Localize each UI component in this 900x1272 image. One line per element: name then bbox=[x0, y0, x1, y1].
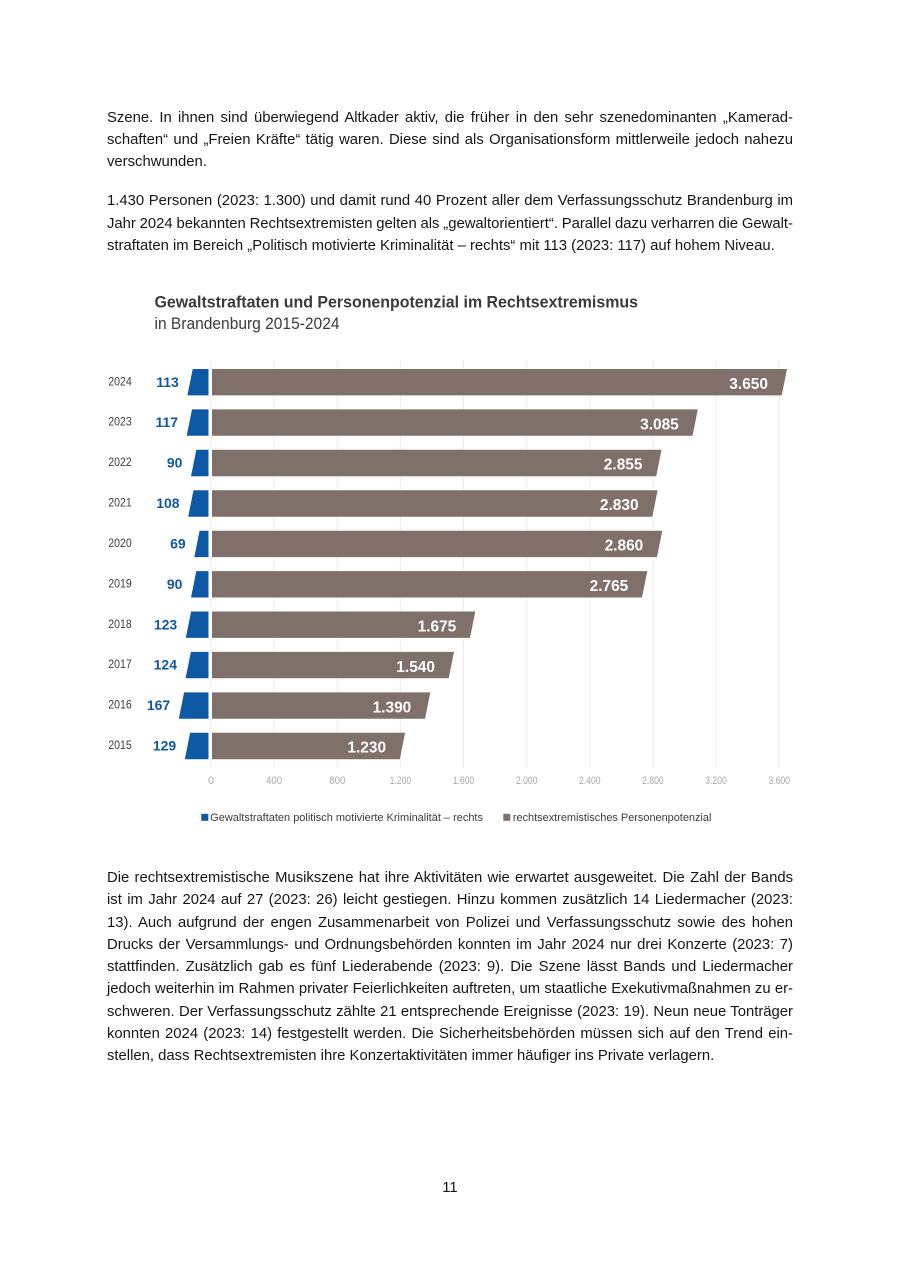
svg-text:2.765: 2.765 bbox=[590, 578, 629, 595]
svg-text:1.600: 1.600 bbox=[453, 775, 475, 787]
svg-text:1.200: 1.200 bbox=[390, 775, 412, 787]
svg-text:1.675: 1.675 bbox=[418, 618, 457, 635]
svg-text:117: 117 bbox=[156, 414, 179, 430]
svg-text:2.860: 2.860 bbox=[605, 538, 644, 555]
svg-text:1.540: 1.540 bbox=[396, 659, 435, 676]
svg-text:2021: 2021 bbox=[108, 496, 132, 510]
svg-text:1.390: 1.390 bbox=[373, 699, 412, 716]
svg-text:2017: 2017 bbox=[108, 657, 132, 671]
svg-text:113: 113 bbox=[156, 374, 179, 390]
svg-text:2020: 2020 bbox=[108, 536, 132, 550]
svg-text:0: 0 bbox=[208, 775, 214, 787]
svg-text:400: 400 bbox=[266, 775, 282, 787]
svg-text:2.830: 2.830 bbox=[600, 497, 639, 514]
svg-text:90: 90 bbox=[167, 455, 183, 471]
svg-text:1.230: 1.230 bbox=[347, 740, 386, 757]
svg-text:129: 129 bbox=[153, 738, 177, 754]
svg-text:2.800: 2.800 bbox=[642, 775, 664, 787]
svg-text:69: 69 bbox=[170, 536, 186, 552]
svg-text:123: 123 bbox=[154, 616, 178, 632]
svg-text:2015: 2015 bbox=[108, 738, 132, 752]
svg-text:2019: 2019 bbox=[108, 576, 132, 590]
svg-text:2.400: 2.400 bbox=[579, 775, 601, 787]
svg-text:3.650: 3.650 bbox=[729, 376, 768, 393]
svg-text:167: 167 bbox=[147, 697, 171, 713]
svg-text:2.000: 2.000 bbox=[516, 775, 538, 787]
svg-text:90: 90 bbox=[167, 576, 183, 592]
svg-text:rechtsextremistisches Personen: rechtsextremistisches Personenpotenzial bbox=[513, 812, 712, 824]
svg-text:3.600: 3.600 bbox=[768, 775, 790, 787]
svg-text:2024: 2024 bbox=[108, 374, 132, 388]
svg-text:124: 124 bbox=[154, 657, 178, 673]
svg-text:3.085: 3.085 bbox=[640, 416, 679, 433]
svg-text:Gewaltstraftaten politisch mot: Gewaltstraftaten politisch motivierte Kr… bbox=[210, 812, 483, 824]
svg-text:3.200: 3.200 bbox=[705, 775, 727, 787]
svg-text:2016: 2016 bbox=[108, 698, 132, 712]
svg-text:108: 108 bbox=[156, 495, 180, 511]
svg-text:2023: 2023 bbox=[108, 415, 132, 429]
svg-text:2.855: 2.855 bbox=[604, 457, 643, 474]
svg-text:2022: 2022 bbox=[108, 455, 132, 469]
svg-text:2018: 2018 bbox=[108, 617, 132, 631]
svg-text:in Brandenburg 2015-2024: in Brandenburg 2015-2024 bbox=[155, 315, 340, 333]
svg-text:Gewaltstraftaten und Personenp: Gewaltstraftaten und Personenpotenzial i… bbox=[155, 293, 639, 311]
svg-text:800: 800 bbox=[329, 775, 345, 787]
